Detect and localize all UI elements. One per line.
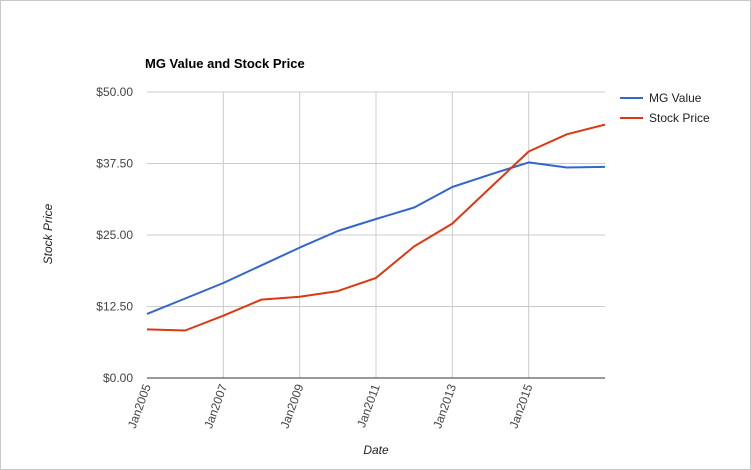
y-tick-label: $25.00 [96,228,133,242]
x-tick-label: Jan2009 [278,382,307,430]
grid-layer [147,91,605,378]
y-tick-label: $12.50 [96,300,133,314]
legend-label: MG Value [649,91,702,105]
legend: MG Value Stock Price [620,91,710,125]
x-tick-label: Jan2005 [125,382,154,430]
legend-label: Stock Price [649,111,710,125]
y-axis-title: Stock Price [41,203,55,264]
x-tick-label: Jan2013 [430,382,459,430]
y-tick-label: $0.00 [103,371,133,385]
x-tick-label: Jan2007 [201,382,230,430]
chart-title: MG Value and Stock Price [145,56,305,71]
x-axis-title: Date [363,443,389,457]
series-layer [146,123,606,332]
x-tick-label: Jan2015 [507,382,536,430]
series-line-mg-value [146,161,606,315]
y-tick-label: $37.50 [96,157,133,171]
y-tick-label: $50.00 [96,85,133,99]
series-line-stock-price [146,123,606,332]
x-tick-label: Jan2011 [354,382,383,430]
